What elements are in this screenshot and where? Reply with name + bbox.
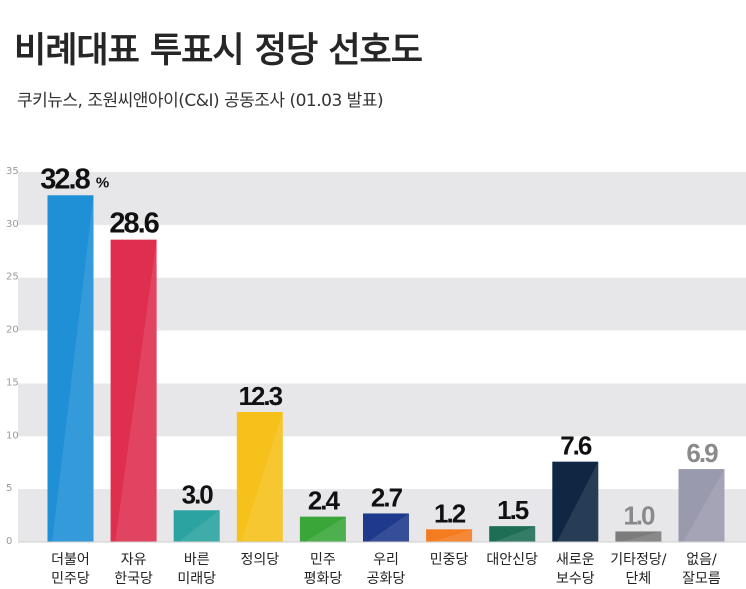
bar-shade: [115, 239, 157, 542]
x-category-line: 민주당: [51, 571, 90, 587]
bar: [615, 531, 662, 542]
data-label: 7.6: [560, 431, 592, 461]
bar: [173, 510, 220, 542]
data-label: 32.8: [40, 163, 90, 195]
y-tick-label: 35: [6, 166, 19, 177]
x-category-line: 없음/: [686, 552, 717, 568]
y-tick-label: 15: [6, 377, 19, 388]
x-category-line: 새로운: [556, 552, 595, 568]
x-category-line: 우리: [373, 552, 399, 568]
data-label: 1.0: [623, 500, 655, 530]
data-label: 2.7: [371, 482, 403, 512]
bar: [552, 461, 599, 542]
x-category-line: 더불어: [51, 552, 90, 568]
bar-shade: [241, 411, 283, 542]
x-category-line: 잘모름: [682, 571, 721, 587]
x-category-line: 보수당: [556, 571, 595, 587]
bar-shade: [430, 529, 473, 542]
x-category-line: 정의당: [240, 552, 279, 568]
x-category-line: 대안신당: [486, 552, 538, 568]
bar: [426, 529, 473, 542]
bar-shade: [683, 469, 725, 542]
x-category-line: 평화당: [304, 571, 343, 587]
x-category-line: 자유: [121, 552, 147, 568]
bar-shade: [52, 195, 94, 542]
x-category-label: 기타정당/단체: [610, 552, 667, 587]
bar: [363, 513, 409, 542]
bar: [299, 516, 346, 542]
x-category-label: 정의당: [240, 552, 279, 568]
bar: [678, 469, 725, 542]
chart-title: 비례대표 투표시 정당 선호도: [14, 31, 423, 71]
y-tick-label: 0: [6, 536, 12, 547]
data-label: 6.9: [686, 438, 718, 468]
chart-subtitle: 쿠키뉴스, 조원씨앤아이(C&I) 공동조사 (01.03 발표): [17, 91, 384, 111]
data-label: 1.2: [434, 498, 466, 528]
data-label: 3.0: [182, 479, 214, 509]
x-category-line: 민중당: [430, 552, 469, 568]
bar-shade: [304, 516, 346, 542]
bar: [47, 195, 94, 542]
percent-sign: %: [96, 174, 109, 191]
grid-band: [18, 172, 746, 225]
y-tick-label: 20: [6, 325, 19, 336]
x-category-line: 한국당: [114, 571, 153, 587]
y-tick-label: 25: [6, 272, 19, 283]
bar-shade: [493, 526, 536, 542]
data-label: 12.3: [238, 381, 282, 411]
x-category-line: 기타정당/: [610, 552, 667, 568]
bar-shade: [367, 513, 409, 542]
x-category-line: 공화당: [367, 571, 406, 587]
bar-shade: [620, 531, 662, 542]
x-category-label: 민중당: [430, 552, 469, 568]
bar: [110, 239, 157, 542]
y-tick-label: 10: [6, 430, 19, 441]
data-label: 1.5: [497, 495, 529, 525]
bar: [489, 526, 536, 542]
x-category-label: 대안신당: [486, 552, 538, 568]
bar-shade: [178, 510, 220, 542]
x-category-line: 미래당: [177, 571, 216, 587]
data-label: 2.4: [308, 486, 341, 516]
bar-shade: [556, 461, 599, 542]
x-category-line: 민주: [310, 552, 336, 568]
y-tick-label: 5: [6, 483, 12, 494]
x-category-line: 단체: [626, 571, 652, 587]
bar: [236, 411, 283, 542]
data-label: 28.6: [109, 208, 159, 240]
y-tick-label: 30: [6, 219, 19, 230]
x-category-label: 없음/잘모름: [682, 552, 721, 587]
x-category-line: 바른: [184, 552, 210, 568]
